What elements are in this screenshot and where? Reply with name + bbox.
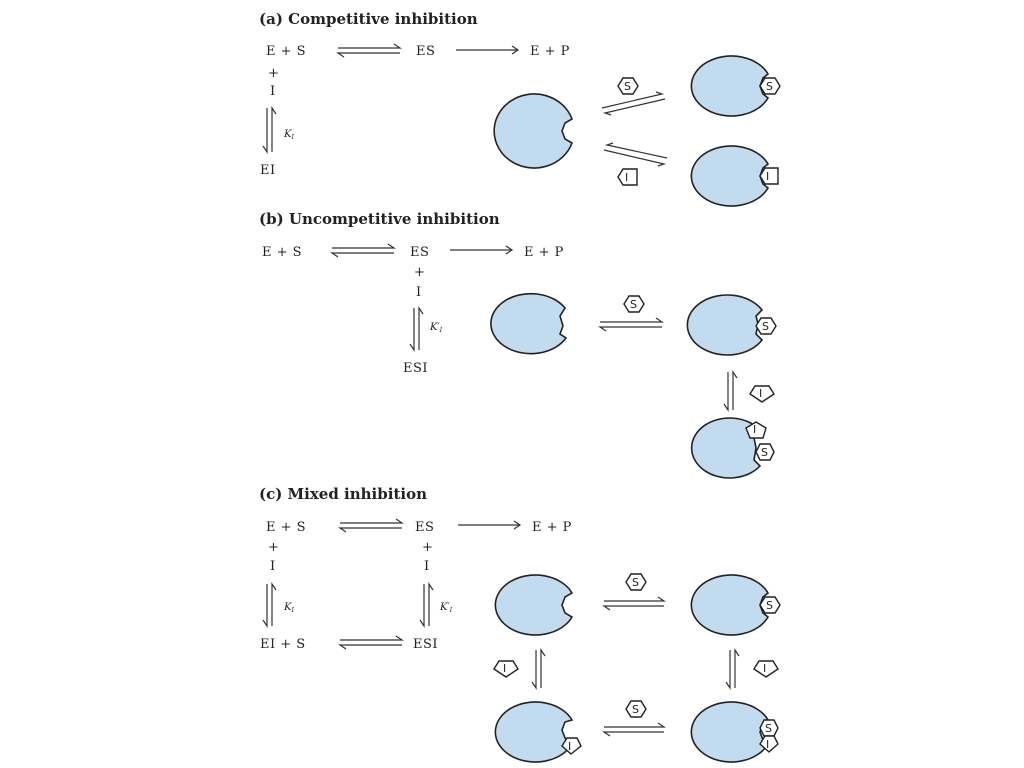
forward-arrow [450, 245, 514, 255]
esi-complex-label: ESI [403, 361, 428, 376]
eq-es: ES [410, 245, 429, 260]
substrate-token: S [625, 700, 647, 718]
eq-es: ES [415, 520, 434, 535]
svg-text:S: S [624, 80, 631, 93]
plus-sign: + [422, 540, 433, 555]
plus-sign: + [268, 66, 279, 81]
esi-complex: I S [690, 417, 775, 479]
binding-equilibrium-arrows [602, 596, 666, 611]
svg-text:S: S [632, 703, 639, 716]
forward-arrow [458, 520, 522, 530]
free-enzyme [493, 93, 573, 169]
free-enzyme [490, 292, 568, 355]
equilibrium-arrow [338, 518, 404, 533]
plus-sign: + [414, 265, 425, 280]
enzyme-inhibitor-complex: I [494, 701, 582, 763]
inhibitor-token: I [617, 168, 638, 186]
substrate-token: S [617, 77, 639, 95]
inhibitor-label: I [270, 84, 276, 99]
esi-complex: S I [690, 701, 779, 763]
inhibitor-token-left: I [493, 660, 519, 678]
enzyme-substrate-complex: S [690, 574, 781, 636]
vertical-equilibrium-arrow-right [419, 582, 434, 628]
eq-e-plus-p: E + P [524, 245, 564, 260]
binding-equilibrium-arrows [598, 317, 664, 332]
plus-sign: + [268, 540, 279, 555]
svg-text:I: I [568, 740, 571, 753]
panel-competitive: (a) Competitive inhibition E + S ES E + … [259, 10, 781, 207]
svg-text:S: S [761, 446, 768, 459]
enzyme-substrate-complex: S [686, 294, 777, 356]
svg-text:S: S [766, 599, 773, 612]
svg-text:I: I [763, 662, 766, 675]
inhibitor-binding-arrows-right [725, 648, 740, 690]
enzyme-substrate-complex: S [690, 55, 781, 117]
svg-text:S: S [762, 320, 769, 333]
substrate-token: S [625, 573, 647, 591]
inhibitor-binding-arrows-left [531, 648, 546, 690]
equilibrium-arrow [330, 243, 396, 258]
inhibitor-label: I [416, 285, 422, 300]
free-enzyme [494, 574, 574, 636]
ei-plus-s-label: EI + S [260, 637, 306, 652]
eq-e-plus-s: E + S [262, 245, 302, 260]
svg-text:S: S [765, 722, 772, 735]
svg-text:I: I [759, 387, 762, 400]
substrate-token: S [623, 295, 645, 313]
svg-text:I: I [503, 662, 506, 675]
ki-label: KI [283, 602, 294, 614]
svg-text:I: I [766, 170, 769, 183]
inhibitor-token: I [749, 385, 775, 403]
eq-e-plus-s: E + S [266, 44, 306, 59]
ki-label: KI [283, 129, 294, 141]
eq-e-plus-s: E + S [266, 520, 306, 535]
panel-uncompetitive: (b) Uncompetitive inhibition E + S ES E … [259, 210, 777, 479]
svg-text:I: I [766, 738, 769, 751]
equilibrium-arrow [338, 635, 404, 650]
svg-text:S: S [766, 80, 773, 93]
ki-prime-label: K′I [429, 322, 443, 334]
ki-prime-label: K′I [439, 602, 453, 614]
binding-equilibrium-arrows [601, 91, 666, 116]
svg-text:I: I [753, 423, 756, 436]
enzyme-inhibitor-complex: I [690, 145, 779, 207]
panel-heading: (b) Uncompetitive inhibition [259, 210, 500, 228]
panel-heading: (c) Mixed inhibition [259, 485, 427, 503]
eq-es: ES [416, 44, 435, 59]
inhibitor-label: I [424, 559, 430, 574]
eq-e-plus-p: E + P [532, 520, 572, 535]
ei-complex-label: EI [260, 163, 276, 178]
vertical-equilibrium-arrow [262, 106, 277, 154]
vertical-equilibrium-arrow-left [262, 582, 277, 628]
binding-equilibrium-arrows [602, 722, 666, 737]
forward-arrow [456, 45, 520, 55]
svg-text:I: I [625, 171, 628, 184]
svg-text:S: S [632, 576, 639, 589]
inhibitor-token-right: I [753, 660, 779, 678]
esi-complex-label: ESI [413, 637, 438, 652]
inhibitor-binding-arrows [723, 370, 738, 412]
svg-text:S: S [630, 298, 637, 311]
inhibitor-label: I [270, 559, 276, 574]
panel-heading: (a) Competitive inhibition [259, 10, 478, 28]
vertical-equilibrium-arrow [409, 306, 424, 352]
unbinding-equilibrium-arrows [603, 142, 668, 167]
panel-mixed: (c) Mixed inhibition E + S ES E + P + I … [259, 485, 781, 763]
eq-e-plus-p: E + P [530, 44, 570, 59]
equilibrium-arrow [336, 43, 402, 58]
